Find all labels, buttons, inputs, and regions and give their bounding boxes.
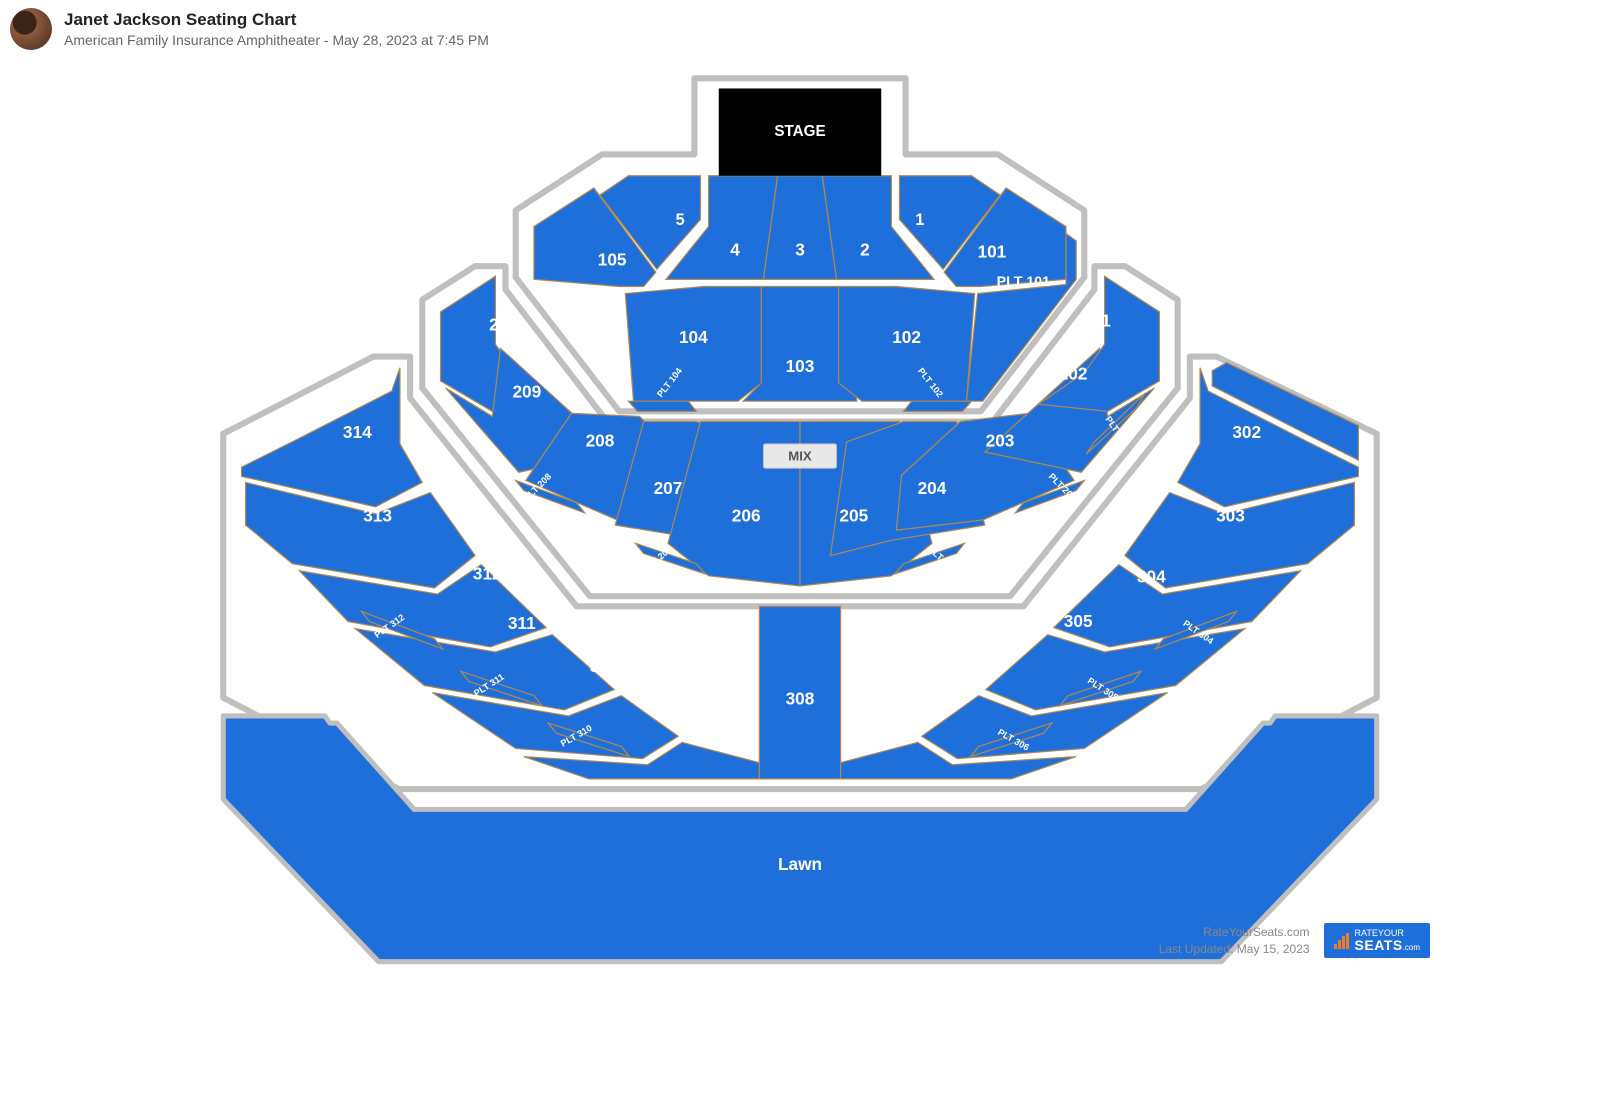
section-label-105: 105	[598, 250, 627, 270]
logo-badge[interactable]: RATEYOUR SEATS.com	[1324, 923, 1430, 958]
section-label-306: 306	[982, 651, 1011, 671]
header-text: Janet Jackson Seating Chart American Fam…	[64, 10, 489, 48]
section-314[interactable]	[242, 368, 423, 507]
section-label-102: 102	[892, 327, 921, 347]
section-label-203: 203	[986, 430, 1015, 450]
page-footer: RateYourSeats.com Last Updated: May 15, …	[1159, 923, 1430, 958]
logo-text: RATEYOUR SEATS.com	[1355, 929, 1420, 952]
section-label-314: 314	[343, 422, 372, 442]
mix-label: MIX	[788, 449, 812, 464]
section-label-304: 304	[1137, 566, 1166, 586]
footer-text: RateYourSeats.com Last Updated: May 15, …	[1159, 924, 1310, 956]
section-label-310: 310	[590, 656, 619, 676]
section-label-4: 4	[730, 239, 740, 259]
section-label-202: 202	[1059, 363, 1088, 383]
section-label-209: 209	[512, 382, 541, 402]
section-label-3: 3	[795, 239, 805, 259]
lawn-label: Lawn	[778, 854, 822, 874]
page-header: Janet Jackson Seating Chart American Fam…	[0, 0, 1600, 58]
page-title: Janet Jackson Seating Chart	[64, 10, 489, 30]
section-label-302: 302	[1232, 422, 1261, 442]
section-label-308: 308	[786, 688, 815, 708]
section-label-206: 206	[732, 506, 761, 526]
section-label-101: 101	[977, 242, 1006, 262]
section-PLT102[interactable]	[904, 401, 972, 411]
section-label-204: 204	[918, 478, 947, 498]
section-label-312: 312	[473, 563, 502, 583]
page-subtitle: American Family Insurance Amphitheater -…	[64, 32, 489, 48]
section-label-307: 307	[883, 688, 912, 708]
section-label-207: 207	[654, 478, 683, 498]
section-label-5: 5	[676, 211, 685, 229]
section-label-309: 309	[688, 688, 717, 708]
artist-avatar	[10, 8, 52, 50]
section-label-311: 311	[508, 613, 536, 633]
seating-chart: Lawn54321105104103102101PLT 101PLT 104PL…	[140, 58, 1460, 978]
section-label-201: 201	[1082, 311, 1111, 331]
section-label-208: 208	[586, 430, 615, 450]
section-PLT104[interactable]	[628, 401, 696, 411]
section-label-205: 205	[839, 506, 868, 526]
section-label-303: 303	[1216, 506, 1245, 526]
stage-label: STAGE	[774, 123, 825, 140]
section-label-1: 1	[915, 211, 924, 229]
section-label-301: 301	[1284, 365, 1313, 385]
logo-bars-icon	[1334, 933, 1349, 949]
section-label-305: 305	[1064, 611, 1093, 631]
footer-site: RateYourSeats.com	[1203, 925, 1309, 939]
footer-updated: Last Updated: May 15, 2023	[1159, 942, 1310, 956]
seating-svg: Lawn54321105104103102101PLT 101PLT 104PL…	[140, 58, 1460, 992]
section-label-313: 313	[363, 506, 392, 526]
section-label-210: 210	[489, 315, 518, 335]
section-label-103: 103	[786, 356, 815, 376]
section-label-2: 2	[860, 239, 870, 259]
section-label-PLT101: PLT 101	[997, 274, 1051, 290]
section-label-104: 104	[679, 327, 708, 347]
